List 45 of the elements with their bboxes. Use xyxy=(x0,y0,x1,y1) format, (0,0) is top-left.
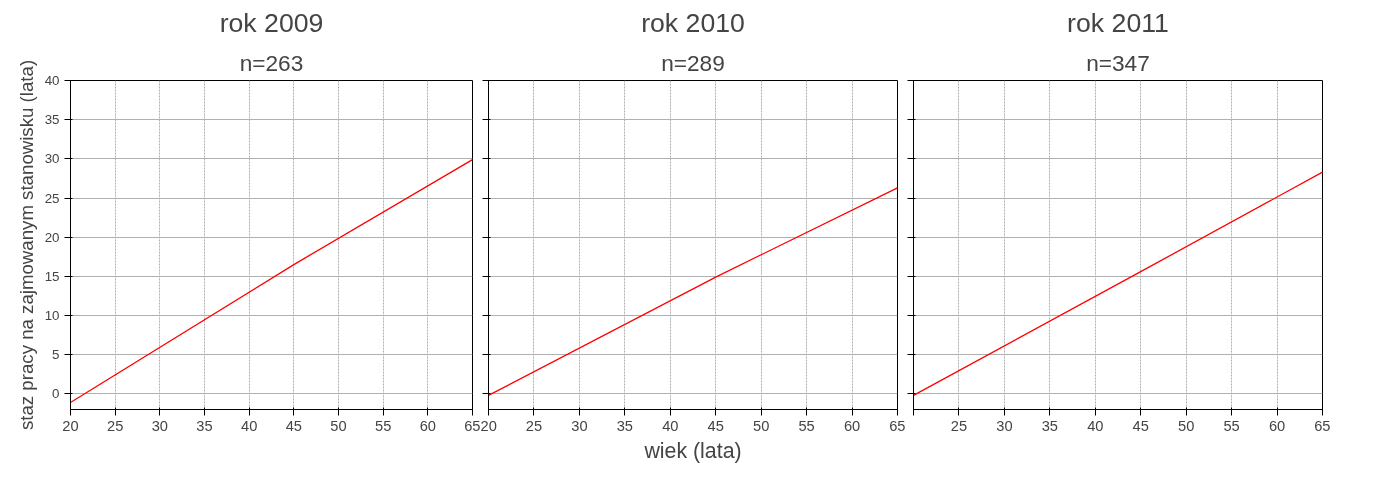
chart-subtitle: n=347 xyxy=(1086,49,1150,76)
y-tick-label: 35 xyxy=(44,112,60,128)
x-tick-label: 25 xyxy=(525,417,543,434)
y-tick-label: 40 xyxy=(44,73,60,88)
y-tick-label: 20 xyxy=(44,229,60,245)
x-tick-label: 25 xyxy=(107,417,124,434)
x-tick-label: 30 xyxy=(996,417,1013,434)
x-tick-label: 65 xyxy=(464,417,481,434)
x-tick-label: 40 xyxy=(662,417,679,434)
x-tick-label: 50 xyxy=(330,417,347,434)
x-tick-label: 20 xyxy=(480,417,497,434)
x-tick-label: 55 xyxy=(1223,417,1240,434)
y-tick-label: 0 xyxy=(52,386,60,402)
y-axis-title: staz pracy na zajmowanym stanowisku (lata) xyxy=(15,59,37,431)
y-tick-label: 10 xyxy=(44,308,60,323)
x-tick-label: 30 xyxy=(151,417,168,434)
chart-title: rok 2010 xyxy=(641,7,745,38)
x-tick-label: 30 xyxy=(571,417,588,434)
chart-subtitle: n=263 xyxy=(239,49,304,76)
x-tick-label: 45 xyxy=(707,417,724,434)
chart-subtitle: n=289 xyxy=(661,49,725,76)
x-tick-label: 35 xyxy=(1041,417,1058,434)
x-tick-label: 60 xyxy=(419,417,436,434)
x-tick-label: 60 xyxy=(843,417,861,434)
x-tick-label: 35 xyxy=(616,417,633,434)
x-tick-label: 55 xyxy=(798,417,815,434)
x-tick-label: 65 xyxy=(1314,417,1331,434)
x-tick-label: 50 xyxy=(1178,417,1195,434)
x-tick-label: 40 xyxy=(241,417,258,434)
x-tick-label: 65 xyxy=(889,417,906,434)
chart-title: rok 2009 xyxy=(219,7,324,38)
x-tick-label: 55 xyxy=(375,417,392,434)
y-tick-label: 25 xyxy=(44,190,60,206)
x-tick-label: 35 xyxy=(196,417,213,434)
chart-title: rok 2011 xyxy=(1067,7,1169,38)
x-axis-title: wiek (lata) xyxy=(643,438,742,463)
y-tick-label: 30 xyxy=(44,151,60,167)
y-tick-label: 5 xyxy=(52,347,60,363)
x-tick-label: 45 xyxy=(1132,417,1149,434)
y-tick-label: 15 xyxy=(44,268,60,284)
x-tick-label: 25 xyxy=(950,417,968,434)
x-tick-label: 45 xyxy=(285,417,302,434)
x-tick-label: 40 xyxy=(1087,417,1104,434)
x-tick-label: 50 xyxy=(753,417,770,434)
x-tick-label: 60 xyxy=(1268,417,1286,434)
